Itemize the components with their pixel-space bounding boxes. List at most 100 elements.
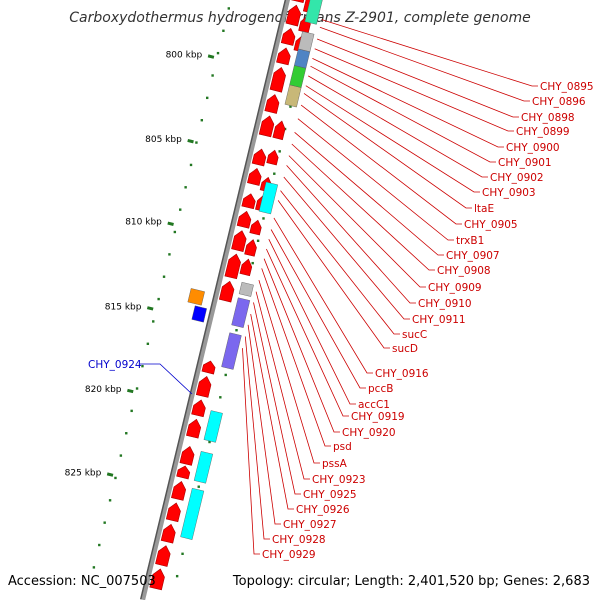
gene-arrow bbox=[176, 465, 191, 480]
gene-arrow bbox=[239, 258, 253, 277]
gc-dot bbox=[184, 186, 187, 189]
gene-label: CHY_0907 bbox=[446, 250, 500, 262]
leader-line bbox=[253, 302, 301, 495]
label-leaders bbox=[140, 19, 538, 555]
leader-line bbox=[319, 26, 530, 102]
gene-label: CHY_0929 bbox=[262, 549, 316, 561]
gene-label: pccB bbox=[368, 383, 393, 395]
gc-dot bbox=[219, 396, 222, 399]
gc-dot bbox=[152, 320, 155, 323]
gene-arrow bbox=[165, 502, 181, 523]
leader-line bbox=[258, 279, 320, 464]
gene-label: trxB1 bbox=[456, 235, 484, 247]
gene-arrow bbox=[264, 94, 280, 114]
gene-arrow bbox=[179, 446, 195, 466]
leader-line bbox=[291, 143, 435, 271]
leader-line bbox=[277, 200, 390, 349]
gene-arrow bbox=[241, 193, 256, 210]
leader-line bbox=[303, 93, 472, 209]
backbone-line bbox=[140, 0, 290, 600]
gc-dot bbox=[216, 51, 220, 55]
gc-dot bbox=[125, 432, 128, 435]
gene-arrow bbox=[218, 280, 235, 303]
gene-arrow bbox=[191, 399, 206, 418]
gene-arrow bbox=[249, 219, 262, 236]
leader-line-left bbox=[140, 363, 193, 395]
leader-line bbox=[307, 75, 488, 178]
ruler-tick bbox=[167, 221, 174, 226]
gc-dot bbox=[278, 150, 281, 153]
leader-line bbox=[242, 348, 260, 555]
gc-dot bbox=[168, 253, 171, 256]
ruler-tick-label: 805 kbp bbox=[145, 135, 182, 145]
ruler-tick-label: 800 kbp bbox=[166, 50, 203, 60]
gene-label-left: CHY_0924 bbox=[88, 359, 142, 371]
gene-arrow bbox=[236, 210, 252, 229]
cds-orange bbox=[187, 288, 205, 306]
leader-line bbox=[268, 239, 356, 405]
leader-line bbox=[297, 118, 454, 241]
gc-dot bbox=[200, 119, 204, 122]
gc-dot bbox=[289, 105, 292, 108]
gc-dot bbox=[224, 373, 227, 377]
leader-line bbox=[316, 38, 519, 118]
leader-line bbox=[266, 248, 349, 417]
gc-dot bbox=[273, 172, 276, 175]
ruler-ticks bbox=[106, 54, 215, 477]
gc-dot bbox=[103, 521, 106, 524]
gene-arrow bbox=[285, 4, 301, 27]
gene-arrow bbox=[171, 481, 187, 501]
gene-label: CHY_0902 bbox=[490, 172, 544, 184]
gene-arrow bbox=[276, 47, 291, 66]
leader-line bbox=[244, 336, 270, 540]
gene-label: CHY_0911 bbox=[412, 314, 466, 326]
gene-arrow bbox=[291, 0, 305, 4]
gene-label: CHY_0916 bbox=[375, 368, 429, 380]
cds-gray bbox=[298, 31, 315, 52]
cds-blue bbox=[191, 305, 207, 323]
gene-label: CHY_0908 bbox=[437, 265, 491, 277]
gene-arrow bbox=[269, 66, 286, 93]
leader-line bbox=[294, 131, 444, 256]
gc-dot bbox=[108, 499, 112, 502]
gc-dot bbox=[130, 409, 133, 413]
leader-line bbox=[300, 104, 462, 225]
gc-dot bbox=[206, 96, 209, 100]
gene-label: CHY_0925 bbox=[303, 489, 357, 501]
leader-line bbox=[283, 176, 410, 320]
ruler-tick-label: 815 kbp bbox=[105, 302, 142, 312]
leader-line bbox=[321, 19, 538, 87]
leader-line bbox=[247, 324, 281, 525]
ruler-tick bbox=[207, 54, 215, 59]
gc-dot bbox=[114, 476, 117, 480]
ruler-tick-label: 810 kbp bbox=[125, 218, 162, 228]
gc-dot bbox=[175, 574, 179, 578]
leader-line bbox=[261, 268, 331, 447]
ruler-tick bbox=[146, 306, 154, 311]
cds-cyan bbox=[193, 451, 214, 484]
leader-line bbox=[314, 48, 514, 132]
ruler-tick-label: 825 kbp bbox=[65, 468, 102, 478]
gene-label: CHY_0910 bbox=[418, 298, 472, 310]
gene-label: CHY_0903 bbox=[482, 187, 536, 199]
gene-label: CHY_0927 bbox=[283, 519, 337, 531]
gene-label: CHY_0928 bbox=[272, 534, 326, 546]
gc-dot bbox=[256, 239, 260, 242]
gene-label: CHY_0905 bbox=[464, 219, 518, 231]
leader-line bbox=[312, 58, 504, 148]
cds-khaki bbox=[284, 84, 302, 108]
gene-label: psd bbox=[333, 441, 352, 453]
gc-dot bbox=[135, 387, 139, 390]
leader-line bbox=[250, 314, 294, 510]
gene-label: sucC bbox=[402, 329, 427, 341]
gene-arrow bbox=[195, 376, 212, 398]
cds-purple bbox=[231, 297, 251, 328]
gene-arrow bbox=[258, 115, 275, 138]
gc-dot bbox=[235, 329, 238, 332]
cds-purple bbox=[221, 332, 242, 370]
cds-gray bbox=[238, 281, 254, 297]
backbone-edge bbox=[139, 0, 287, 600]
gene-arrow bbox=[272, 120, 286, 141]
